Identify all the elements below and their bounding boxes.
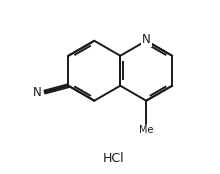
Text: N: N: [33, 86, 42, 99]
Text: Me: Me: [139, 125, 154, 135]
Text: N: N: [142, 33, 151, 46]
Text: HCl: HCl: [103, 152, 124, 165]
